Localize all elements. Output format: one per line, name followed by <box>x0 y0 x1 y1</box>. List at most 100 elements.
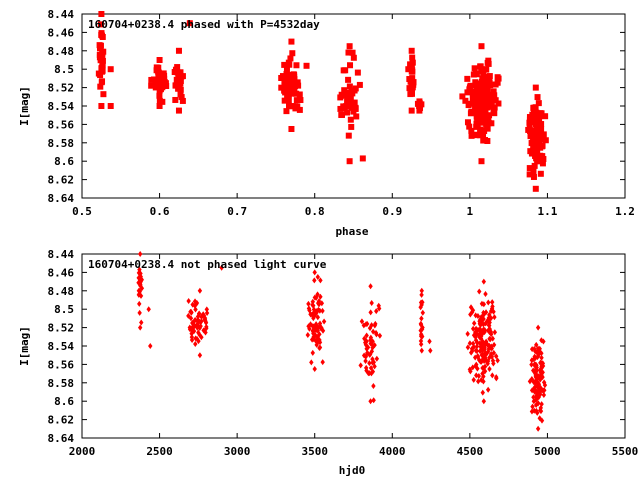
top-plot-title: 160704+0238.4 phased with P=4532day <box>88 18 320 31</box>
top-data-point <box>158 72 165 79</box>
bottom-data-point <box>538 369 544 376</box>
bottom-data-point <box>368 364 374 371</box>
bottom-data-point <box>374 355 380 362</box>
top-data-point <box>148 76 155 83</box>
bottom-data-point <box>367 325 373 332</box>
top-data-point <box>281 77 288 84</box>
top-data-point <box>98 103 105 109</box>
top-data-point <box>408 107 415 114</box>
top-data-point <box>349 49 356 56</box>
bottom-data-point <box>541 379 547 386</box>
top-y-tick-label: 8.54 <box>48 100 75 113</box>
bottom-data-point <box>470 364 475 371</box>
bottom-y-tick-label: 8.44 <box>48 248 75 261</box>
top-data-point <box>409 67 416 74</box>
top-data-point <box>526 165 533 172</box>
bottom-data-point <box>490 303 495 310</box>
bottom-data-point <box>196 338 201 345</box>
bottom-data-point <box>491 360 496 367</box>
top-data-point <box>466 86 473 93</box>
top-x-tick-label: 0.7 <box>227 205 247 218</box>
bottom-data-point <box>137 300 142 307</box>
top-data-point <box>345 89 352 96</box>
bottom-data-point <box>468 311 473 318</box>
bottom-x-tick-label: 3000 <box>224 445 251 458</box>
bottom-data-point <box>367 351 372 358</box>
bottom-data-point <box>369 348 375 355</box>
top-data-point <box>478 78 485 85</box>
bottom-data-point <box>371 359 377 366</box>
bottom-data-point <box>492 329 498 336</box>
top-data-point <box>289 50 296 57</box>
bottom-data-point <box>527 378 533 385</box>
bottom-data-point <box>474 372 479 379</box>
bottom-data-point <box>219 264 224 271</box>
bottom-data-point <box>537 345 542 352</box>
bottom-data-point <box>490 299 495 306</box>
bottom-data-point <box>419 287 424 294</box>
bottom-data-point <box>542 382 548 389</box>
top-data-point <box>345 76 352 83</box>
bottom-data-point <box>468 368 473 375</box>
top-data-point <box>479 90 486 97</box>
top-data-point <box>283 66 290 73</box>
top-data-point <box>473 131 480 138</box>
bottom-data-point <box>369 340 374 347</box>
bottom-x-tick-label: 4500 <box>457 445 484 458</box>
bottom-data-point <box>478 335 484 342</box>
bottom-data-point <box>487 326 493 333</box>
top-data-point <box>476 118 483 125</box>
bottom-data-point <box>482 368 488 375</box>
bottom-data-point <box>372 363 377 370</box>
bottom-data-point <box>420 324 425 331</box>
top-data-point <box>347 116 354 123</box>
bottom-y-tick-label: 8.48 <box>48 285 75 298</box>
top-data-point <box>480 117 487 124</box>
top-data-point <box>476 132 483 139</box>
bottom-data-point <box>186 298 191 305</box>
bottom-plot-frame <box>81 253 626 439</box>
bottom-data-point <box>541 391 547 398</box>
bottom-data-point <box>313 332 318 339</box>
bottom-data-point <box>485 386 491 393</box>
bottom-data-point <box>537 415 542 422</box>
top-data-point <box>526 171 533 178</box>
top-data-point <box>487 96 494 103</box>
top-data-point <box>483 91 490 98</box>
top-data-point <box>529 132 536 139</box>
bottom-data-point <box>203 318 208 325</box>
top-y-tick-label: 8.5 <box>54 63 74 76</box>
bottom-data-point <box>486 317 492 324</box>
bottom-data-point <box>369 300 374 307</box>
bottom-data-point <box>536 381 542 388</box>
bottom-data-point <box>364 320 370 327</box>
top-data-point <box>495 100 502 107</box>
bottom-data-point <box>532 362 538 369</box>
bottom-data-point <box>537 388 542 395</box>
bottom-data-point <box>376 305 382 312</box>
top-data-point <box>288 90 295 97</box>
top-data-point <box>416 98 423 105</box>
bottom-data-point <box>481 301 487 308</box>
top-data-point <box>156 57 163 63</box>
bottom-data-point <box>487 365 492 372</box>
bottom-data-point <box>471 376 476 383</box>
bottom-data-point <box>359 318 365 325</box>
top-data-point <box>345 132 352 139</box>
top-data-point <box>288 126 295 132</box>
top-data-point <box>175 107 182 114</box>
bottom-data-point <box>311 323 316 330</box>
top-data-point <box>406 85 413 92</box>
bottom-data-point <box>367 370 372 377</box>
bottom-data-point <box>535 353 541 360</box>
bottom-data-point <box>533 348 538 355</box>
top-scatter-points <box>95 11 549 192</box>
bottom-data-point <box>471 332 477 339</box>
bottom-data-point <box>419 301 424 308</box>
top-data-point <box>481 128 488 135</box>
top-data-point <box>345 49 352 56</box>
top-data-point <box>530 136 537 143</box>
top-data-point <box>97 42 104 49</box>
top-data-point <box>494 79 501 86</box>
